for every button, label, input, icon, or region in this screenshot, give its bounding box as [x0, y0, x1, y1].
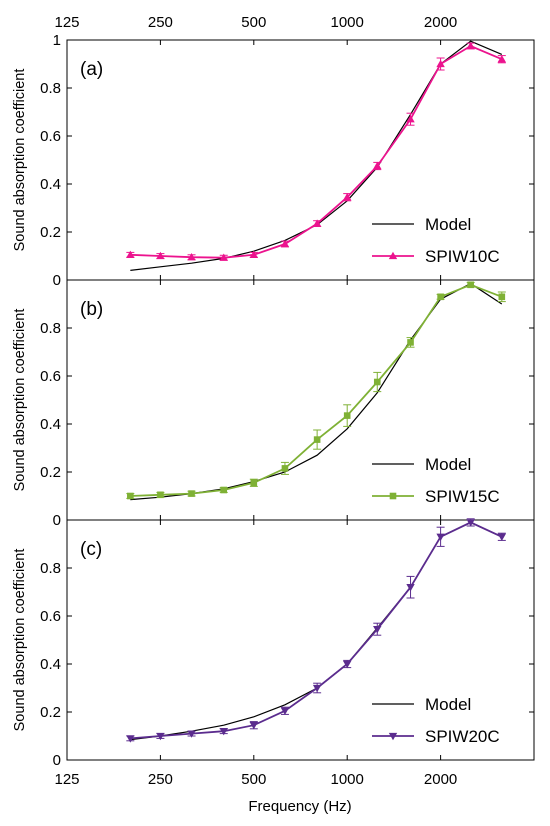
legend-marker: [388, 732, 398, 741]
y-tick-label: 0.6: [40, 128, 61, 145]
data-point: [497, 533, 507, 541]
data-point: [406, 584, 415, 592]
data-point: [280, 239, 290, 248]
data-point: [497, 55, 507, 63]
panel-label: (b): [80, 299, 103, 320]
legend-label: Model: [425, 215, 471, 234]
y-tick-label: 0.6: [40, 608, 61, 625]
data-point: [407, 339, 414, 346]
data-point: [219, 728, 228, 736]
x-tick-label-top: 500: [241, 14, 266, 31]
y-tick-label: 0.2: [40, 224, 61, 241]
data-point: [312, 219, 322, 227]
y-axis-label: Sound absorption coefficient: [12, 549, 28, 732]
series-model: [130, 40, 503, 271]
data-point: [373, 378, 381, 386]
y-tick-label: 0.8: [40, 560, 61, 577]
y-tick-label: 0: [53, 272, 61, 289]
data-point: [466, 519, 475, 527]
x-tick-label-top: 2000: [424, 14, 457, 31]
data-point: [281, 465, 289, 472]
legend: Model SPIW15C: [372, 455, 500, 506]
data-point: [187, 253, 196, 261]
x-tick-label-bottom: 250: [148, 771, 173, 788]
series-spiw15c: [126, 281, 506, 500]
data-point: [373, 161, 382, 170]
y-tick-label: 0.4: [40, 416, 61, 433]
x-tick-label-bottom: 500: [241, 771, 266, 788]
chart-panel-3: 0 0.2 0.4 0.6 0.8 Sound absorption coefficien…: [12, 518, 535, 769]
legend-label: SPIW15C: [425, 487, 500, 506]
data-point: [250, 479, 258, 487]
y-tick-label: 0.8: [40, 80, 61, 97]
plot-frame: [66, 519, 535, 761]
chart-panel-1: 0 0.2 0.4 0.6 0.8 1 Sound absorption coefficie…: [12, 32, 535, 289]
legend-label: Model: [425, 695, 471, 714]
data-point: [188, 490, 195, 497]
legend: Model SPIW10C: [372, 215, 500, 266]
data-point: [220, 486, 228, 494]
data-point: [373, 626, 382, 634]
x-tick-label-top: 250: [148, 14, 173, 31]
data-point: [343, 660, 352, 669]
data-point: [466, 41, 475, 50]
legend-label: Model: [425, 455, 471, 474]
y-tick-label: 0.2: [40, 464, 61, 481]
data-point: [343, 412, 351, 419]
data-point: [437, 293, 444, 301]
data-point: [187, 730, 196, 738]
data-point: [498, 293, 506, 301]
x-tick-label-bottom: 2000: [424, 771, 457, 788]
legend: Model SPIW20C: [372, 695, 500, 746]
chart-panel-2: 0 0.2 0.4 0.6 0.8 Sound absorption coefficien…: [12, 279, 535, 529]
data-point: [249, 722, 258, 730]
y-axis-label: Sound absorption coefficient: [12, 309, 28, 492]
data-point: [126, 735, 135, 743]
y-tick-label: 0.8: [40, 320, 61, 337]
panel-label: (c): [80, 539, 102, 560]
y-axis-label: Sound absorption coefficient: [12, 69, 28, 252]
x-axis-label: Frequency (Hz): [248, 798, 351, 815]
data-point: [436, 59, 445, 68]
data-point: [156, 251, 165, 260]
series-spiw20c: [126, 518, 507, 743]
legend-marker: [389, 492, 397, 500]
x-tick-label-bottom: 125: [54, 771, 79, 788]
y-tick-label: 0.6: [40, 368, 61, 385]
data-point: [343, 193, 352, 201]
legend-label: SPIW10C: [425, 247, 500, 266]
data-point: [467, 281, 474, 289]
data-point: [312, 684, 322, 693]
data-point: [436, 533, 445, 541]
x-tick-label-bottom: 1000: [331, 771, 364, 788]
y-tick-label: 0.2: [40, 704, 61, 721]
y-tick-label: 0.4: [40, 656, 61, 673]
data-point: [406, 115, 415, 123]
data-point: [126, 250, 135, 258]
x-tick-label-top: 1000: [331, 14, 364, 31]
legend-marker: [388, 251, 398, 260]
data-point: [127, 492, 134, 500]
plot-frame: [66, 39, 535, 281]
x-tick-label-top: 125: [54, 14, 79, 31]
y-tick-label: 0: [53, 752, 61, 769]
series-spiw10c: [126, 41, 507, 261]
y-tick-label: 1: [53, 32, 61, 49]
data-point: [219, 253, 228, 261]
series-line: [130, 40, 503, 271]
data-point: [249, 250, 258, 258]
panel-label: (a): [80, 59, 103, 80]
data-point: [313, 436, 321, 443]
y-tick-label: 0.4: [40, 176, 61, 193]
y-tick-label: 0: [53, 512, 61, 529]
data-point: [280, 707, 290, 715]
data-point: [156, 732, 165, 741]
data-point: [157, 491, 164, 499]
plot-frame: [66, 279, 535, 521]
legend-label: SPIW20C: [425, 727, 500, 746]
